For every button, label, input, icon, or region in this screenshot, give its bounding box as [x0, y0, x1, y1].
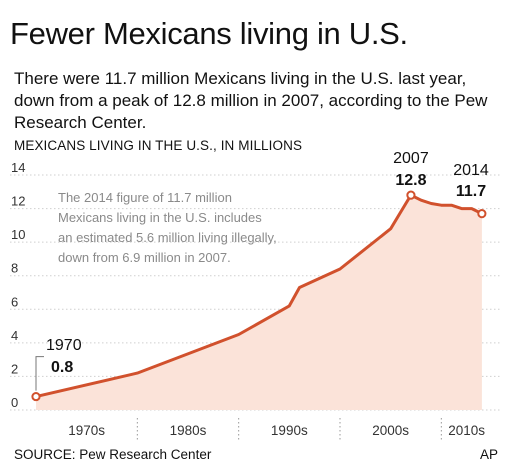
footnote-annotation: The 2014 figure of 11.7 million Mexicans …	[58, 190, 277, 265]
y-tick-label: 4	[11, 328, 18, 343]
y-tick-label: 2	[11, 361, 18, 376]
annotation-year: 2007	[393, 150, 429, 167]
annotation-year: 2014	[453, 162, 489, 179]
y-tick-label: 6	[11, 294, 18, 309]
annotation-value: 11.7	[456, 183, 486, 200]
x-category-label: 1990s	[271, 423, 308, 438]
y-tick-label: 14	[11, 160, 25, 175]
source-note: SOURCE: Pew Research Center	[14, 447, 212, 462]
x-category-label: 2000s	[372, 423, 409, 438]
x-category-label: 1970s	[68, 423, 105, 438]
footnote-line: an estimated 5.6 million living illegall…	[58, 230, 277, 245]
annotation-value: 12.8	[395, 172, 426, 189]
data-point-marker	[31, 391, 41, 402]
x-category-label: 2010s	[448, 423, 485, 438]
y-axis-ticks: 0 2 4 6 8 10 12 14	[11, 160, 25, 410]
y-tick-label: 0	[11, 395, 18, 410]
chart-title: Fewer Mexicans living in U.S.	[10, 16, 408, 51]
credit-label: AP	[479, 447, 498, 462]
y-tick-label: 8	[11, 261, 18, 276]
annotation-leader	[35, 356, 44, 391]
footnote-line: Mexicans living in the U.S. includes	[58, 210, 262, 225]
footnote-line: down from 6.9 million in 2007.	[58, 250, 231, 265]
annotation-year: 1970	[46, 337, 82, 354]
data-point-marker	[477, 209, 487, 219]
chart-label: MEXICANS LIVING IN THE U.S., IN MILLIONS	[14, 138, 303, 153]
chart-subtitle: There were 11.7 million Mexicans living …	[14, 69, 488, 132]
annotation-value: 0.8	[51, 359, 73, 376]
data-point-marker	[406, 190, 416, 200]
y-tick-label: 10	[11, 227, 25, 242]
population-line	[35, 193, 483, 399]
population-area	[36, 195, 482, 410]
x-category-label: 1980s	[170, 423, 207, 438]
y-tick-label: 12	[11, 194, 25, 209]
value-annotations: 1970 0.8 2007 12.8 2014 11.7	[31, 150, 489, 402]
footnote-line: The 2014 figure of 11.7 million	[58, 190, 232, 205]
x-axis-categories: 1970s 1980s 1990s 2000s 2010s	[68, 423, 485, 438]
